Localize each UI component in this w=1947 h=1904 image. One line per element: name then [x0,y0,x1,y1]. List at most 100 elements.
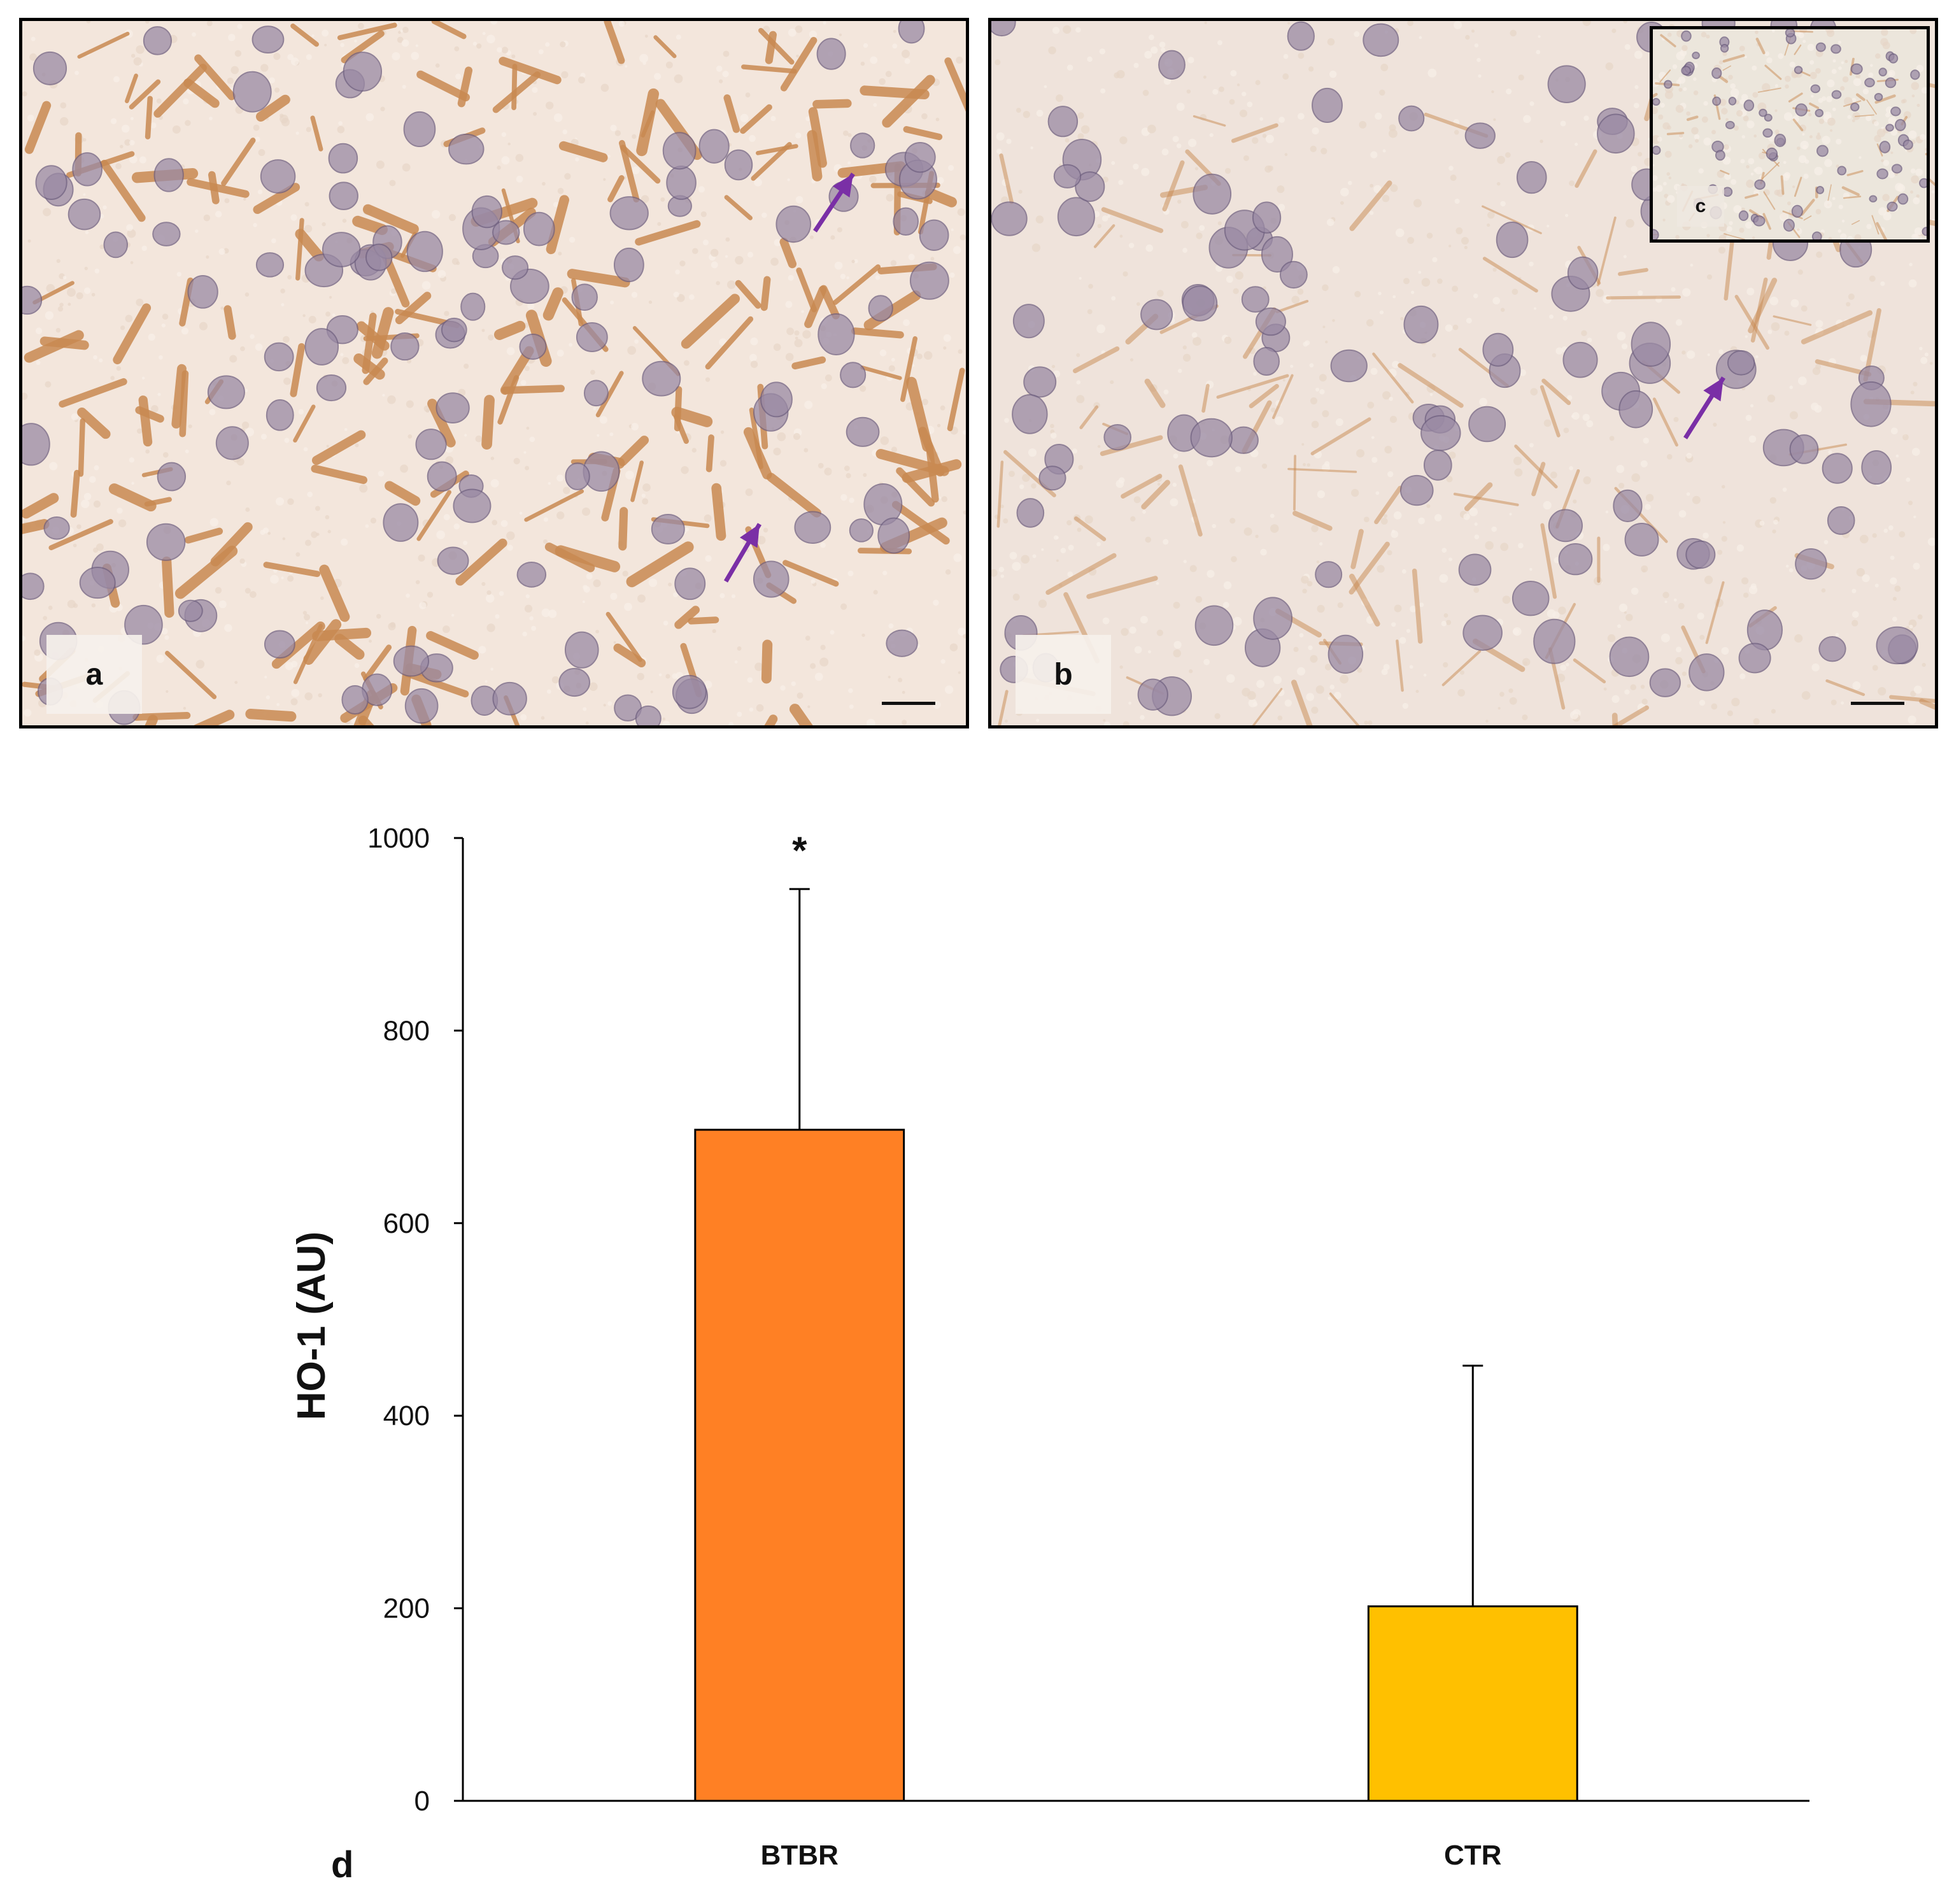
tissue-speckle [1379,89,1385,96]
tissue-speckle [1180,220,1189,229]
tissue-speckle [287,498,294,506]
tissue-speckle [809,30,818,39]
tissue-speckle [1157,483,1161,486]
cell-nucleus [67,198,101,231]
tissue-speckle [290,214,297,221]
tissue-speckle [1803,173,1809,180]
tissue-speckle [1688,144,1693,148]
stained-sinusoid [1101,207,1164,233]
tissue-speckle [1291,295,1299,304]
tissue-speckle [1375,491,1380,495]
tissue-speckle [398,31,401,34]
tissue-speckle [1382,194,1390,202]
stained-sinusoid [59,378,127,408]
tissue-speckle [1699,634,1705,640]
tissue-speckle [1721,536,1727,542]
tissue-speckle [1270,524,1279,533]
stained-sinusoid [183,78,220,108]
tissue-speckle [490,667,494,671]
tissue-speckle [1437,278,1443,284]
stained-sinusoid [860,366,902,380]
cell-nucleus [1261,236,1293,273]
stained-sinusoid [135,406,164,423]
tissue-speckle [1844,59,1848,64]
tissue-speckle [57,306,64,312]
tissue-speckle [1883,160,1890,166]
tissue-speckle [1523,661,1527,665]
tissue-speckle [749,707,754,712]
tissue-speckle [1660,633,1670,643]
stained-sinusoid [1482,205,1542,234]
tissue-speckle [406,593,410,598]
tissue-speckle [129,457,135,463]
tissue-speckle [1666,172,1671,176]
stained-sinusoid [319,564,350,622]
tissue-speckle [1822,136,1830,145]
tissue-speckle [712,629,716,634]
tissue-speckle [76,292,83,299]
tissue-speckle [481,329,485,332]
cell-nucleus [794,511,832,544]
tissue-speckle [260,434,267,440]
cell-nucleus [1785,29,1795,38]
tissue-speckle [525,465,530,471]
tissue-speckle [1824,159,1832,167]
tissue-speckle [1851,611,1859,618]
stained-sinusoid [1541,378,1571,406]
tissue-speckle [1161,47,1166,53]
tissue-speckle [722,71,729,78]
stained-sinusoid [162,556,174,618]
tissue-speckle [1111,295,1116,301]
tissue-speckle [583,707,587,711]
tissue-speckle [486,590,492,595]
tissue-speckle [1673,598,1677,602]
stained-sinusoid [310,115,323,152]
tissue-speckle [1119,136,1128,145]
tissue-speckle [1145,244,1154,252]
stained-sinusoid [741,64,797,74]
cell-nucleus [1753,215,1766,227]
tissue-speckle [1699,699,1706,706]
tissue-speckle [1413,199,1422,208]
stained-sinusoid [1854,114,1874,117]
tissue-speckle [839,33,842,36]
tissue-speckle [1492,297,1501,305]
tissue-speckle [1821,588,1826,593]
tissue-speckle [1439,574,1448,583]
tissue-speckle [1102,176,1108,183]
tissue-speckle [861,633,865,637]
tissue-speckle [1252,137,1259,144]
tissue-speckle [1066,520,1072,526]
tissue-speckle [1322,410,1329,418]
tissue-speckle [1388,129,1398,138]
tissue-speckle [904,58,910,64]
cell-nucleus [1754,179,1766,190]
tissue-speckle [1717,550,1723,555]
tissue-speckle [532,87,538,94]
tissue-speckle [1745,221,1753,229]
tissue-speckle [1060,548,1066,553]
tissue-speckle [1203,658,1210,665]
tissue-speckle [316,532,320,536]
tissue-speckle [622,571,628,577]
cell-nucleus [1140,299,1173,330]
tissue-speckle [139,156,146,164]
tissue-speckle [291,688,300,697]
tissue-speckle [1022,474,1030,482]
tissue-speckle [1664,600,1667,604]
tissue-speckle [1359,121,1367,129]
stained-sinusoid [290,343,306,397]
tissue-speckle [463,541,468,546]
tissue-speckle [1233,288,1239,294]
y-tick-label: 0 [414,1786,430,1817]
tissue-speckle [1508,688,1513,693]
tissue-speckle [1664,90,1673,99]
tissue-speckle [1841,61,1844,64]
tissue-speckle [1407,237,1415,244]
tissue-speckle [406,400,414,408]
cell-nucleus [264,342,294,372]
arrow-indicator-head [832,174,853,198]
tissue-speckle [1811,663,1820,672]
cell-nucleus [343,52,383,92]
cell-nucleus [1631,322,1671,367]
